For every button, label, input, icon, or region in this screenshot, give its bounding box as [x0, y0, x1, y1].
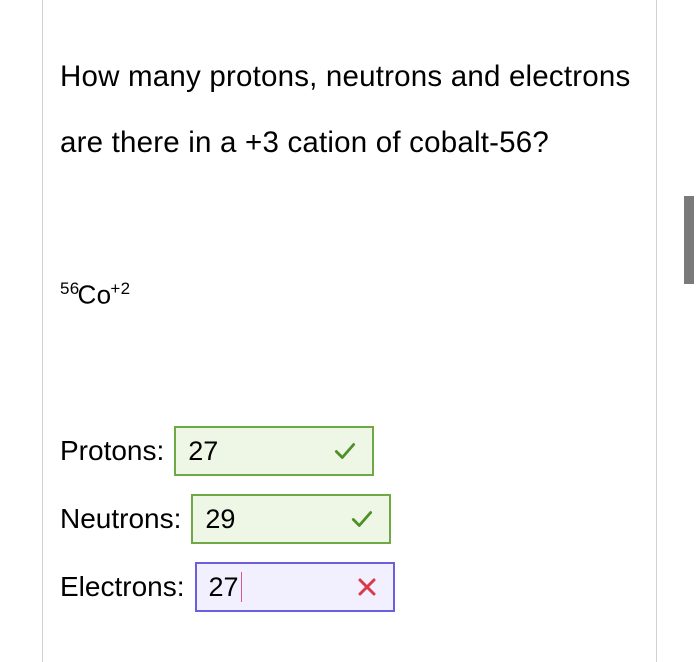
frame-left-border	[42, 0, 43, 662]
content-area: How many protons, neutrons and electrons…	[60, 44, 650, 630]
answer-row-protons: Protons: 27	[60, 426, 650, 476]
check-icon	[349, 506, 375, 532]
protons-input[interactable]: 27	[174, 426, 374, 476]
answer-row-neutrons: Neutrons: 29	[60, 494, 650, 544]
scrollbar-thumb[interactable]	[684, 196, 694, 284]
x-icon	[355, 575, 379, 599]
scrollbar-track[interactable]	[682, 0, 696, 662]
neutrons-input[interactable]: 29	[191, 494, 391, 544]
protons-value: 27	[188, 436, 218, 467]
check-icon	[332, 438, 358, 464]
electrons-input[interactable]: 27	[195, 562, 395, 612]
answers-section: Protons: 27 Neutrons: 29	[60, 426, 650, 612]
text-cursor	[241, 572, 243, 602]
answer-row-electrons: Electrons: 27	[60, 562, 650, 612]
neutrons-value: 29	[205, 504, 235, 535]
isotope-formula: 56Co+2	[60, 279, 650, 311]
frame-right-border	[656, 0, 657, 662]
charge: +2	[110, 279, 130, 298]
element-symbol: Co	[78, 279, 112, 309]
electrons-label: Electrons:	[60, 571, 185, 603]
question-text: How many protons, neutrons and electrons…	[60, 44, 650, 177]
neutrons-label: Neutrons:	[60, 503, 181, 535]
electrons-value: 27	[209, 572, 239, 603]
protons-label: Protons:	[60, 435, 164, 467]
